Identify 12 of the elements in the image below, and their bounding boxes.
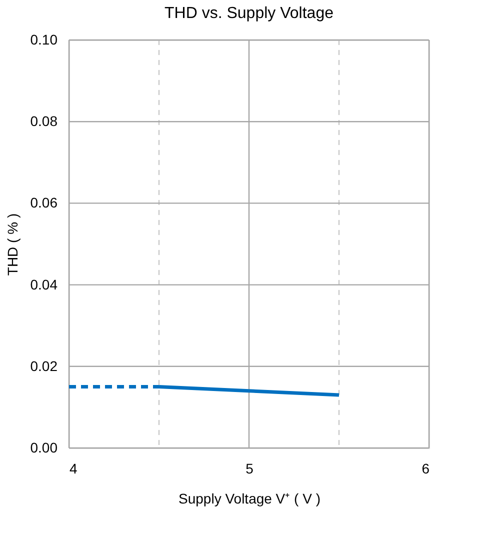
chart-title: THD vs. Supply Voltage: [164, 5, 334, 22]
y-tick-label: 0.00: [30, 440, 58, 456]
x-tick-label: 5: [246, 460, 254, 476]
x-tick-label: 4: [70, 460, 78, 476]
y-tick-label: 0.04: [30, 276, 58, 292]
y-tick-label: 0.02: [30, 358, 58, 374]
y-tick-label: 0.06: [30, 194, 58, 211]
y-tick-label: 0.08: [30, 113, 58, 130]
y-axis-title: THD ( % ): [4, 213, 20, 276]
x-axis-title: Supply Voltage V⁺ ( V ): [178, 490, 320, 506]
x-tick-label: 6: [422, 460, 430, 476]
y-tick-label: 0.10: [30, 32, 58, 48]
